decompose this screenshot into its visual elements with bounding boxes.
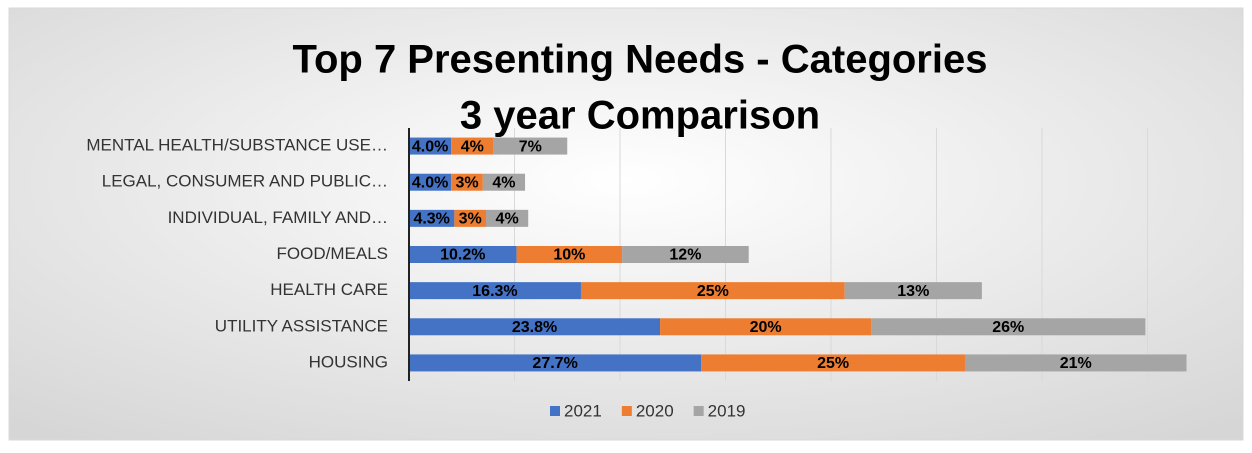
bar-segment xyxy=(451,137,494,155)
bar-segment xyxy=(701,354,965,372)
data-label: 26% xyxy=(992,319,1024,336)
data-label: 4.0% xyxy=(412,138,448,155)
data-label: 4.0% xyxy=(412,174,448,191)
bar-segment xyxy=(482,173,526,191)
chart-title: Top 7 Presenting Needs - Categories xyxy=(293,38,988,82)
legend-label: 2020 xyxy=(636,401,674,420)
data-label: 16.3% xyxy=(472,283,517,300)
legend-swatch xyxy=(550,406,560,416)
legend-swatch xyxy=(693,406,704,416)
legend-label: 2021 xyxy=(564,401,602,420)
bar-segment xyxy=(409,173,452,191)
data-label: 23.8% xyxy=(512,319,557,336)
data-label: 4% xyxy=(496,211,519,228)
data-label: 4% xyxy=(461,138,484,155)
legend-label: 2019 xyxy=(708,401,746,420)
bar-segment xyxy=(516,246,623,263)
bar-segment xyxy=(454,209,487,227)
y-tick-label: HOUSING xyxy=(309,352,388,371)
data-label: 25% xyxy=(817,355,849,372)
bar-segment xyxy=(409,354,702,372)
data-label: 20% xyxy=(750,319,782,336)
data-label: 27.7% xyxy=(532,355,577,372)
data-label: 3% xyxy=(455,174,478,191)
data-label: 7% xyxy=(519,138,542,155)
y-tick-label: HEALTH CARE xyxy=(270,280,388,299)
data-label: 4% xyxy=(492,174,515,191)
bar-segment xyxy=(409,282,581,300)
bar-segment xyxy=(580,282,845,300)
bar-segment xyxy=(409,137,452,155)
y-tick-label: MENTAL HEALTH/SUBSTANCE USE… xyxy=(86,136,388,155)
y-tick-label: LEGAL, CONSUMER AND PUBLIC… xyxy=(102,172,388,191)
bar-segment xyxy=(660,318,872,336)
bar-segment xyxy=(451,173,483,191)
y-tick-label: INDIVIDUAL, FAMILY AND… xyxy=(168,208,388,227)
chart-title: 3 year Comparison xyxy=(460,94,820,138)
legend-swatch xyxy=(621,406,632,416)
data-label: 4.3% xyxy=(413,211,449,228)
y-tick-label: UTILITY ASSISTANCE xyxy=(215,316,388,335)
bar-segment xyxy=(844,282,982,300)
bar-segment xyxy=(409,209,455,227)
bar-segment xyxy=(409,246,517,263)
y-tick-label: FOOD/MEALS xyxy=(277,244,388,263)
bar-segment xyxy=(409,318,661,336)
data-label: 25% xyxy=(697,283,729,300)
data-label: 10% xyxy=(553,247,585,264)
data-label: 21% xyxy=(1060,355,1092,372)
bar-segment xyxy=(486,209,529,227)
bar-segment xyxy=(493,137,568,155)
data-label: 10.2% xyxy=(440,247,485,264)
data-label: 3% xyxy=(459,211,482,228)
data-label: 13% xyxy=(897,283,929,300)
bar-segment xyxy=(871,318,1146,336)
bar-segment xyxy=(964,354,1187,372)
data-label: 12% xyxy=(669,247,701,264)
bar-segment xyxy=(622,246,749,263)
